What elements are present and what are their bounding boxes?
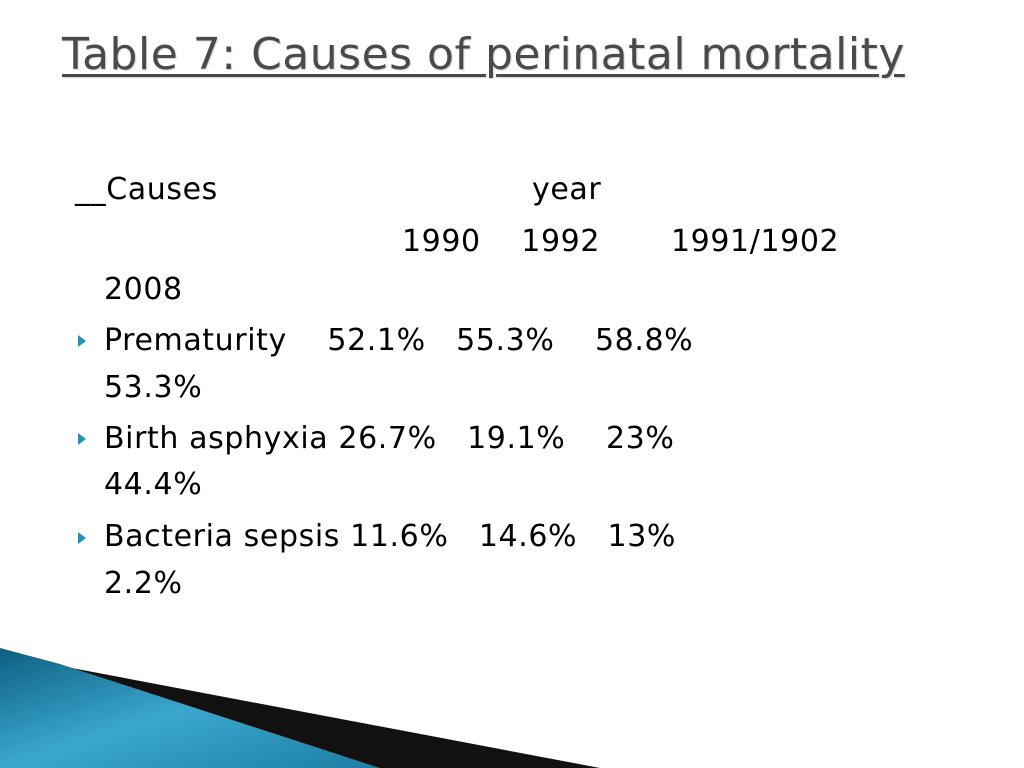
bullet-arrow-icon — [78, 532, 86, 544]
slide-title: Table 7: Causes of perinatal mortality — [62, 29, 905, 80]
row-birth-asphyxia-wrap: 44.4% — [104, 467, 203, 502]
swoosh-dark-band — [40, 662, 600, 768]
row-birth-asphyxia: Birth asphyxia 26.7% 19.1% 23% — [104, 421, 675, 456]
swoosh-light-band — [0, 672, 600, 768]
bullet-arrow-icon — [78, 433, 86, 445]
bullet-arrow-icon — [78, 335, 86, 347]
swoosh-blue-band — [0, 648, 380, 768]
row-prematurity-wrap: 53.3% — [104, 370, 203, 405]
row-prematurity: Prematurity 52.1% 55.3% 58.8% — [104, 323, 694, 358]
years-line: 1990 1992 1991/1902 — [402, 224, 840, 259]
row-bacteria-sepsis-wrap: 2.2% — [104, 566, 183, 601]
causes-header-label: __Causes — [75, 172, 218, 207]
year-header-label: year — [532, 172, 602, 207]
years-wrap: 2008 — [104, 272, 183, 307]
slide-body: __Causes year 1990 1992 1991/1902 2008 P… — [75, 172, 840, 601]
row-bacteria-sepsis: Bacteria sepsis 11.6% 14.6% 13% — [104, 519, 677, 554]
